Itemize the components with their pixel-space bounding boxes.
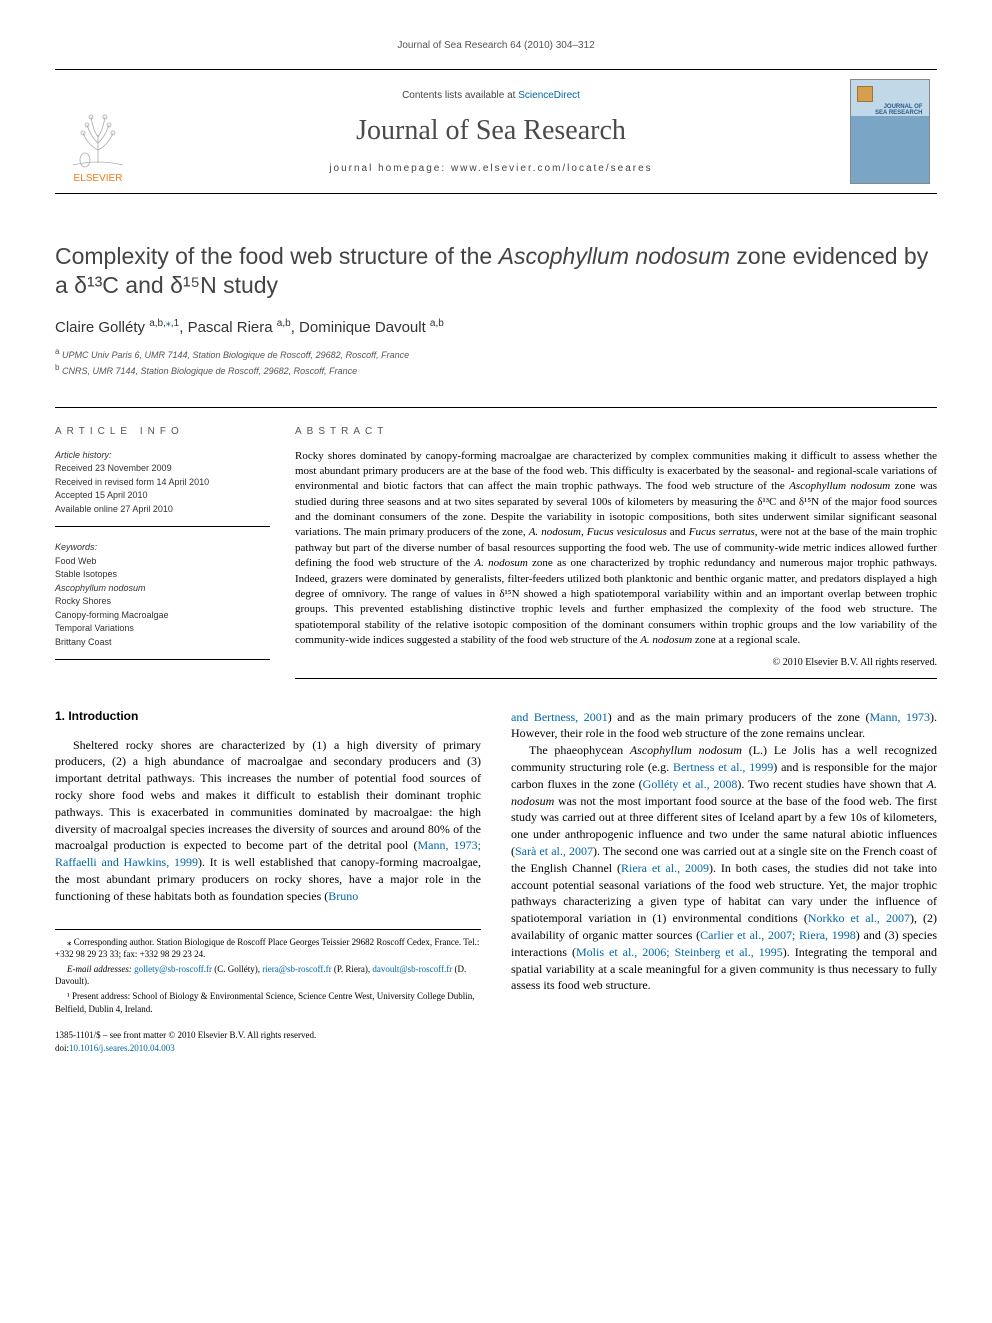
history-revised: Received in revised form 14 April 2010 [55, 476, 270, 490]
citation-link[interactable]: Norkko et al., 2007 [808, 911, 910, 925]
contents-prefix: Contents lists available at [402, 90, 518, 101]
author-3: , Dominique Davoult [291, 319, 430, 336]
history-online: Available online 27 April 2010 [55, 503, 270, 517]
intro-para-1-cont: and Bertness, 2001) and as the main prim… [511, 709, 937, 743]
author-1-aff: a,b, [149, 318, 166, 329]
title-pre: Complexity of the food web structure of … [55, 243, 499, 269]
masthead: ELSEVIER Contents lists available at Sci… [55, 69, 937, 194]
section-1-heading: 1. Introduction [55, 709, 481, 723]
article-info-heading: article info [55, 426, 270, 437]
authors-line: Claire Golléty a,b,⁎,1, Pascal Riera a,b… [55, 318, 937, 336]
article-info-column: article info Article history: Received 2… [55, 408, 295, 679]
homepage-prefix: journal homepage: [329, 163, 451, 174]
elsevier-tree-icon: ELSEVIER [63, 105, 133, 185]
citation-link[interactable]: Sarà et al., 2007 [515, 844, 593, 858]
citation-link[interactable]: Bertness et al., 1999 [673, 760, 773, 774]
running-header: Journal of Sea Research 64 (2010) 304–31… [55, 40, 937, 51]
author-1-note: ,1 [171, 318, 179, 329]
author-3-aff: a,b [430, 318, 444, 329]
doi-link[interactable]: 10.1016/j.seares.2010.04.003 [69, 1043, 175, 1053]
cover-thumbnail-container: JOURNAL OF SEA RESEARCH [842, 70, 937, 193]
front-matter-line: 1385-1101/$ – see front matter © 2010 El… [55, 1029, 481, 1042]
corresponding-note: ⁎ Corresponding author. Station Biologiq… [55, 936, 481, 961]
abstract-column: abstract Rocky shores dominated by canop… [295, 408, 937, 679]
email-link[interactable]: davoult@sb-roscoff.fr [372, 964, 452, 974]
citation-link[interactable]: and Bertness, 2001 [511, 710, 608, 724]
svg-text:ELSEVIER: ELSEVIER [73, 173, 122, 184]
cover-line2: SEA RESEARCH [875, 110, 922, 116]
citation-link[interactable]: Molis et al., 2006; Steinberg et al., 19… [576, 945, 783, 959]
author-2: , Pascal Riera [179, 319, 277, 336]
affiliations: a UPMC Univ Paris 6, UMR 7144, Station B… [55, 346, 937, 379]
doi-label: doi: [55, 1043, 69, 1053]
body-right-column: and Bertness, 2001) and as the main prim… [511, 709, 937, 1055]
author-2-aff: a,b [277, 318, 291, 329]
email-line: E-mail addresses: gollety@sb-roscoff.fr … [55, 963, 481, 988]
affiliation-b: CNRS, UMR 7144, Station Biologique de Ro… [62, 366, 357, 376]
keyword: Rocky Shores [55, 595, 270, 609]
keyword: Ascophyllum nodosum [55, 582, 270, 596]
bottom-meta: 1385-1101/$ – see front matter © 2010 El… [55, 1029, 481, 1054]
history-received: Received 23 November 2009 [55, 462, 270, 476]
homepage-url: www.elsevier.com/locate/seares [451, 163, 653, 174]
abstract-text: Rocky shores dominated by canopy-forming… [295, 449, 937, 649]
publisher-logo: ELSEVIER [55, 70, 140, 193]
keywords-label: Keywords: [55, 541, 270, 555]
title-species: Ascophyllum nodosum [499, 243, 730, 269]
present-address-note: ¹ Present address: School of Biology & E… [55, 990, 481, 1015]
author-1: Claire Golléty [55, 319, 149, 336]
affiliation-a: UPMC Univ Paris 6, UMR 7144, Station Bio… [62, 350, 409, 360]
history-accepted: Accepted 15 April 2010 [55, 489, 270, 503]
email-link[interactable]: riera@sb-roscoff.fr [262, 964, 331, 974]
citation-link[interactable]: Bruno [328, 889, 358, 903]
keyword: Food Web [55, 555, 270, 569]
contents-line: Contents lists available at ScienceDirec… [140, 90, 842, 101]
intro-para-1: Sheltered rocky shores are characterized… [55, 737, 481, 905]
article-title: Complexity of the food web structure of … [55, 242, 937, 300]
journal-name: Journal of Sea Research [140, 115, 842, 147]
journal-cover-thumbnail: JOURNAL OF SEA RESEARCH [850, 79, 930, 184]
citation-link[interactable]: Mann, 1973 [870, 710, 931, 724]
body-left-column: 1. Introduction Sheltered rocky shores a… [55, 709, 481, 1055]
homepage-line: journal homepage: www.elsevier.com/locat… [140, 163, 842, 174]
keyword: Brittany Coast [55, 636, 270, 650]
keyword: Temporal Variations [55, 622, 270, 636]
history-label: Article history: [55, 449, 270, 463]
keyword: Canopy-forming Macroalgae [55, 609, 270, 623]
abstract-heading: abstract [295, 426, 937, 437]
keyword: Stable Isotopes [55, 568, 270, 582]
masthead-center: Contents lists available at ScienceDirec… [140, 70, 842, 193]
intro-para-2: The phaeophycean Ascophyllum nodosum (L.… [511, 742, 937, 994]
email-link[interactable]: gollety@sb-roscoff.fr [134, 964, 212, 974]
abstract-copyright: © 2010 Elsevier B.V. All rights reserved… [295, 657, 937, 668]
citation-link[interactable]: Golléty et al., 2008 [643, 777, 738, 791]
citation-link[interactable]: Riera et al., 2009 [621, 861, 709, 875]
sciencedirect-link[interactable]: ScienceDirect [518, 90, 580, 101]
citation-link[interactable]: Carlier et al., 2007; Riera, 1998 [700, 928, 856, 942]
footnotes: ⁎ Corresponding author. Station Biologiq… [55, 929, 481, 1016]
